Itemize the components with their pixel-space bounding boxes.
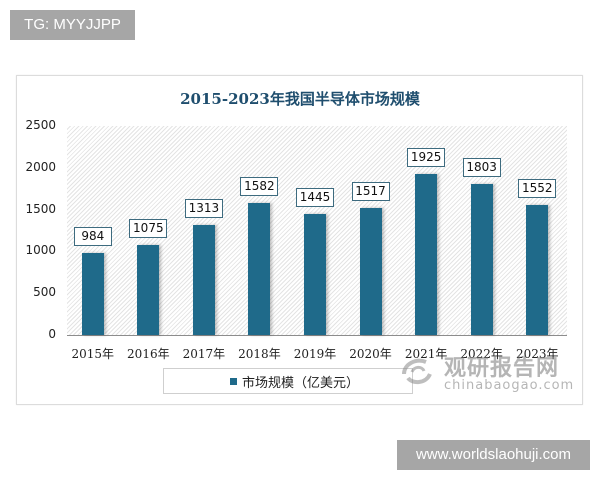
watermark-cn-text: 观研报告网 — [444, 356, 560, 381]
bar — [248, 202, 271, 335]
data-label: 1582 — [240, 176, 279, 196]
bar — [359, 208, 382, 335]
y-tick-label: 1500 — [25, 201, 56, 216]
x-tick-label: 2021年 — [404, 347, 448, 361]
bar — [526, 205, 549, 335]
data-label: 1313 — [184, 199, 223, 219]
x-tick-label: 2018年 — [238, 347, 281, 361]
x-tick-label: 2022年 — [460, 347, 503, 361]
data-label: 1925 — [407, 148, 446, 168]
x-tick-label: 2015年 — [71, 347, 115, 361]
x-axis-line — [67, 335, 567, 336]
tg-watermark-badge: TG: MYYJJPP — [10, 10, 135, 40]
legend: 市场规模（亿美元） — [163, 368, 413, 394]
bar — [81, 252, 104, 335]
data-label: 1552 — [518, 179, 557, 199]
x-tick-label: 2017年 — [182, 347, 226, 361]
legend-label: 市场规模（亿美元） — [242, 376, 360, 391]
y-tick-label: 1000 — [25, 243, 56, 258]
bar — [304, 214, 326, 335]
data-label: 1445 — [296, 188, 334, 208]
bar — [415, 174, 438, 335]
data-label: 1803 — [462, 158, 501, 178]
x-tick-label: 2020年 — [349, 347, 392, 361]
bar — [470, 184, 493, 335]
bar — [192, 225, 215, 335]
x-tick-label: 2019年 — [293, 347, 337, 361]
y-tick-label: 500 — [33, 285, 56, 300]
y-tick-label: 0 — [48, 327, 56, 341]
y-tick-label: 2500 — [25, 118, 56, 132]
watermark-en-text: chinabaogao.com — [444, 378, 575, 393]
data-label: 1075 — [129, 219, 168, 239]
chinabaogao-watermark: 观研报告网 chinabaogao.com — [400, 350, 580, 400]
x-tick-label: 2016年 — [127, 347, 170, 361]
swirl-logo-icon — [402, 358, 432, 385]
x-tick-label: 2023年 — [515, 347, 559, 361]
y-tick-label: 2000 — [25, 159, 56, 174]
legend-swatch-icon — [230, 378, 237, 385]
data-label: 984 — [73, 226, 112, 246]
bar — [137, 245, 160, 335]
site-watermark-badge: www.worldslaohuji.com — [397, 440, 590, 470]
data-label: 1517 — [351, 182, 390, 202]
chart-title: 2015-2023年我国半导体市场规模 — [180, 90, 420, 108]
